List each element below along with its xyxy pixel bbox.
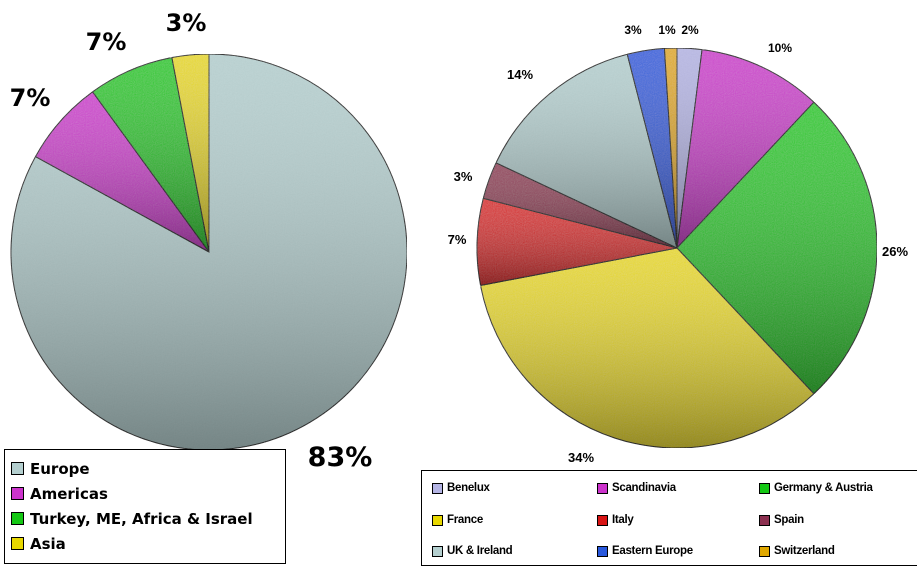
legend-swatch — [597, 545, 608, 557]
legend-label: Benelux — [447, 482, 490, 494]
legend-swatch — [11, 537, 24, 550]
legend-item-italy: Italy — [597, 514, 634, 526]
legend-item-turkey-me-africa-and-israel: Turkey, ME, Africa & Israel — [11, 506, 285, 531]
legend-item-scandinavia: Scandinavia — [597, 482, 676, 494]
legend-item-france: France — [432, 514, 483, 526]
legend-swatch — [759, 514, 770, 526]
legend-item-asia: Asia — [11, 531, 285, 556]
legend-label: Germany & Austria — [774, 482, 873, 494]
legend-label: Spain — [774, 514, 804, 526]
legend-swatch — [11, 487, 24, 500]
data-label-uk-and-ireland: 14% — [507, 67, 533, 82]
legend-item-uk-and-ireland: UK & Ireland — [432, 545, 513, 557]
legend-swatch — [11, 462, 24, 475]
pie-slice-shading-turkey-me-africa-and-israel — [92, 57, 209, 253]
pie-slice-shading-asia — [171, 54, 209, 252]
pie-slice-shading-switzerland — [664, 47, 677, 248]
data-label-benelux: 2% — [681, 23, 699, 37]
pie-slice-shading-italy — [476, 198, 677, 286]
legend-swatch — [597, 482, 608, 494]
legend-label: Italy — [612, 514, 634, 526]
legend-swatch — [432, 514, 443, 526]
legend-label: Turkey, ME, Africa & Israel — [30, 509, 253, 528]
pie-slice-shading-americas — [35, 91, 209, 252]
pie-slice-shading-france — [480, 248, 814, 448]
legend-item-europe: Europe — [11, 456, 285, 481]
pie-chart-countries: 2% 10% 26% 34% 7% 3% 14% 3% 1% — [448, 23, 909, 465]
data-label-spain: 3% — [454, 169, 473, 184]
legend-swatch — [432, 545, 443, 557]
legend-swatch — [759, 482, 770, 494]
legend-item-eastern-europe: Eastern Europe — [597, 545, 693, 557]
legend-regions: Europe Americas Turkey, ME, Africa & Israe… — [4, 449, 286, 564]
legend-label: Asia — [30, 534, 66, 553]
pie-slice-shading-germany-and-austria — [677, 102, 877, 394]
legend-label: Scandinavia — [612, 482, 676, 494]
legend-label: Americas — [30, 484, 108, 503]
legend-countries: Benelux Scandinavia Germany & Austria Franc… — [421, 470, 917, 566]
legend-item-switzerland: Switzerland — [759, 545, 835, 557]
legend-item-americas: Americas — [11, 481, 285, 506]
legend-swatch — [597, 514, 608, 526]
legend-label: Europe — [30, 459, 90, 478]
data-label-switzerland: 1% — [658, 23, 676, 37]
legend-item-spain: Spain — [759, 514, 804, 526]
legend-label: Eastern Europe — [612, 545, 693, 557]
data-label-eastern-europe: 3% — [624, 23, 642, 37]
pie-chart-regions: 83% 7% 7% 3% — [10, 9, 408, 473]
legend-swatch — [11, 512, 24, 525]
data-label-scandinavia: 10% — [768, 41, 792, 55]
data-label-italy: 7% — [448, 232, 467, 247]
legend-swatch — [432, 482, 443, 494]
pie-slice-shading-scandinavia — [677, 49, 814, 248]
pie-slice-shading-uk-and-ireland — [496, 54, 677, 248]
legend-label: France — [447, 514, 483, 526]
data-label-americas: 7% — [10, 84, 51, 112]
legend-swatch — [759, 545, 770, 557]
pie-slice-shading-eastern-europe — [627, 48, 677, 248]
data-label-asia: 3% — [166, 9, 207, 37]
legend-item-benelux: Benelux — [432, 482, 490, 494]
legend-item-germany-and-austria: Germany & Austria — [759, 482, 873, 494]
data-label-france: 34% — [568, 450, 594, 465]
data-label-turkey-me-africa-and-israel: 7% — [86, 28, 127, 56]
data-label-germany-and-austria: 26% — [882, 244, 908, 259]
pie-slice-shading-spain — [483, 162, 677, 248]
data-label-europe: 83% — [308, 442, 373, 473]
legend-label: UK & Ireland — [447, 545, 513, 557]
legend-label: Switzerland — [774, 545, 835, 557]
